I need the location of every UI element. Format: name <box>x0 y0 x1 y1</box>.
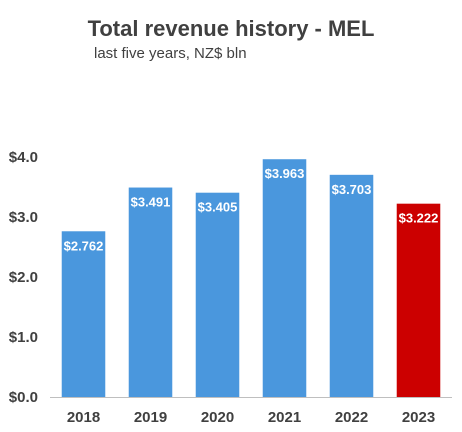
bar-2021 <box>262 159 307 397</box>
x-tick-label: 2023 <box>402 409 435 426</box>
bars-group: $2.762 $3.491 $3.405 $3.963 $3.703 $3.222 <box>61 159 441 397</box>
bar-2020 <box>195 192 240 397</box>
bar-2019 <box>128 187 173 397</box>
bar-value-label: $3.491 <box>131 195 171 210</box>
y-tick-label: $0.0 <box>9 389 38 406</box>
x-tick-label: 2018 <box>67 409 100 426</box>
x-tick-label: 2021 <box>268 409 301 426</box>
bar-value-label: $3.222 <box>399 211 439 226</box>
y-tick-label: $1.0 <box>9 329 38 346</box>
x-tick-label: 2022 <box>335 409 368 426</box>
y-tick-label: $2.0 <box>9 269 38 286</box>
bar-2023 <box>396 203 441 397</box>
y-axis-ticks: $0.0 $1.0 $2.0 $3.0 $4.0 <box>9 149 38 406</box>
bar-value-label: $3.963 <box>265 166 305 181</box>
chart-subtitle: last five years, NZ$ bln <box>94 45 247 62</box>
bar-2022 <box>329 174 374 397</box>
y-tick-label: $4.0 <box>9 149 38 166</box>
bar-value-label: $3.405 <box>198 200 238 215</box>
x-tick-label: 2020 <box>201 409 234 426</box>
bar-2018 <box>61 231 106 397</box>
chart-title: Total revenue history - MEL <box>87 16 375 41</box>
x-tick-label: 2019 <box>134 409 167 426</box>
bar-value-label: $2.762 <box>64 238 104 253</box>
bar-value-label: $3.703 <box>332 182 372 197</box>
y-tick-label: $3.0 <box>9 209 38 226</box>
x-axis-ticks: 2018 2019 2020 2021 2022 2023 <box>67 409 435 426</box>
